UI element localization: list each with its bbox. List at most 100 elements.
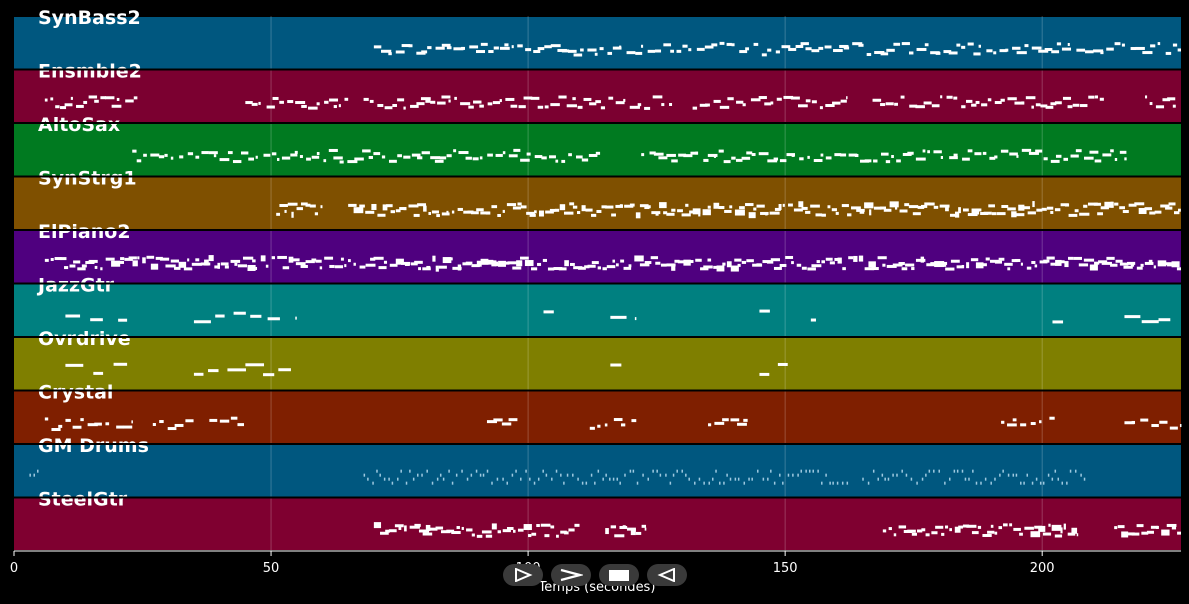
note: [397, 154, 402, 158]
note: [88, 259, 98, 263]
note: [639, 204, 649, 208]
note: [1094, 261, 1100, 265]
note: [385, 529, 390, 533]
note: [1026, 473, 1029, 477]
note: [1136, 266, 1143, 270]
note: [1173, 211, 1180, 215]
note: [309, 204, 316, 208]
note: [1121, 531, 1129, 538]
note: [408, 204, 419, 208]
note: [716, 265, 725, 272]
note: [150, 153, 160, 157]
note: [292, 258, 300, 262]
note: [1068, 213, 1078, 217]
note: [287, 202, 298, 206]
note: [558, 95, 567, 99]
note: [167, 427, 177, 431]
note: [448, 99, 451, 103]
note: [880, 152, 889, 156]
note: [1177, 48, 1181, 52]
note: [940, 155, 944, 159]
note: [260, 255, 266, 262]
note: [430, 100, 436, 104]
note: [434, 159, 444, 163]
note: [90, 318, 103, 322]
note: [1046, 256, 1055, 260]
note: [105, 257, 115, 261]
note: [933, 205, 939, 209]
note: [420, 97, 431, 101]
note: [394, 524, 404, 528]
note: [1140, 263, 1144, 267]
note: [255, 155, 258, 159]
note: [423, 205, 427, 212]
note: [340, 257, 344, 261]
note: [412, 477, 415, 481]
forward-button[interactable]: [551, 564, 591, 586]
note: [120, 257, 125, 261]
note: [983, 211, 992, 215]
note: [1166, 523, 1177, 527]
note: [417, 473, 419, 477]
note: [829, 261, 835, 265]
note: [440, 530, 451, 534]
note: [888, 527, 892, 531]
note: [835, 211, 839, 215]
rewind-button[interactable]: [647, 564, 687, 586]
note: [456, 526, 460, 530]
note: [1064, 261, 1069, 268]
note: [311, 155, 320, 159]
note: [868, 261, 876, 268]
note: [217, 262, 220, 269]
note: [281, 156, 291, 160]
track-label: JazzGtr: [36, 275, 115, 297]
note: [146, 255, 155, 259]
note: [531, 532, 537, 536]
note: [652, 469, 654, 473]
note: [922, 149, 926, 153]
notes-jazzgtr: [65, 309, 1171, 324]
stop-button[interactable]: [599, 564, 639, 586]
note: [383, 477, 386, 481]
play-button[interactable]: [503, 564, 543, 586]
note: [363, 97, 369, 101]
note: [150, 263, 159, 270]
note: [743, 481, 746, 485]
note: [1088, 95, 1095, 99]
note: [421, 50, 428, 54]
note: [644, 527, 647, 531]
note: [872, 469, 875, 473]
note: [608, 96, 614, 100]
note: [299, 155, 303, 159]
note: [242, 256, 254, 260]
note: [536, 524, 540, 528]
note: [368, 155, 373, 159]
note: [193, 372, 204, 376]
note: [827, 205, 831, 209]
note: [1141, 320, 1159, 324]
note: [290, 153, 298, 157]
note: [429, 527, 438, 531]
note: [271, 256, 275, 260]
note: [482, 473, 485, 477]
note: [537, 477, 540, 481]
note: [237, 264, 247, 268]
note: [1144, 207, 1153, 211]
note: [88, 95, 98, 99]
note: [58, 424, 63, 428]
note: [966, 524, 977, 528]
note: [441, 212, 450, 216]
note: [1067, 532, 1076, 536]
note: [454, 96, 457, 100]
notes-altosax: [132, 148, 1127, 164]
note: [596, 209, 602, 213]
note: [409, 469, 411, 473]
note: [880, 103, 886, 107]
note: [214, 265, 220, 269]
note: [832, 101, 841, 105]
note: [1040, 104, 1048, 108]
note: [841, 481, 844, 485]
note: [602, 477, 604, 481]
note: [950, 259, 960, 263]
note: [1104, 201, 1114, 208]
